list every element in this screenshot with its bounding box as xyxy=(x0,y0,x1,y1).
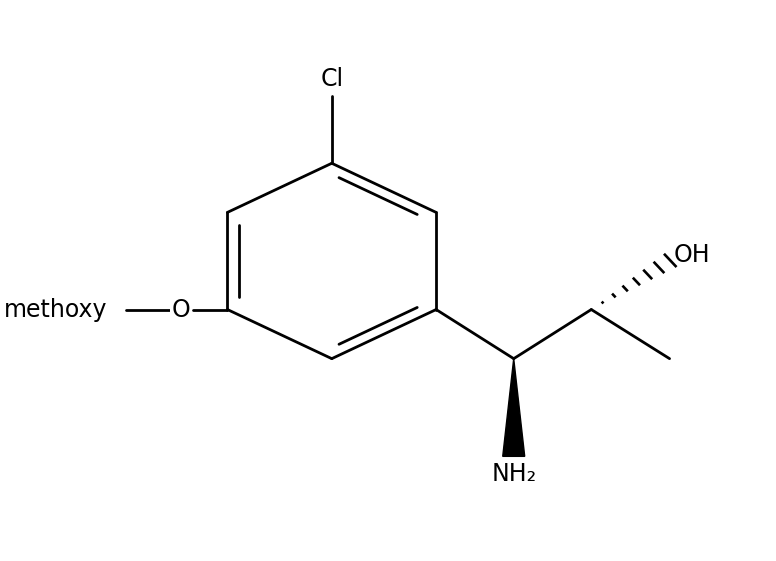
Text: O: O xyxy=(171,297,190,321)
Text: Cl: Cl xyxy=(320,67,343,91)
Polygon shape xyxy=(503,358,525,456)
Text: NH₂: NH₂ xyxy=(491,462,536,486)
Text: methoxy: methoxy xyxy=(4,297,107,321)
Text: OH: OH xyxy=(674,243,710,267)
